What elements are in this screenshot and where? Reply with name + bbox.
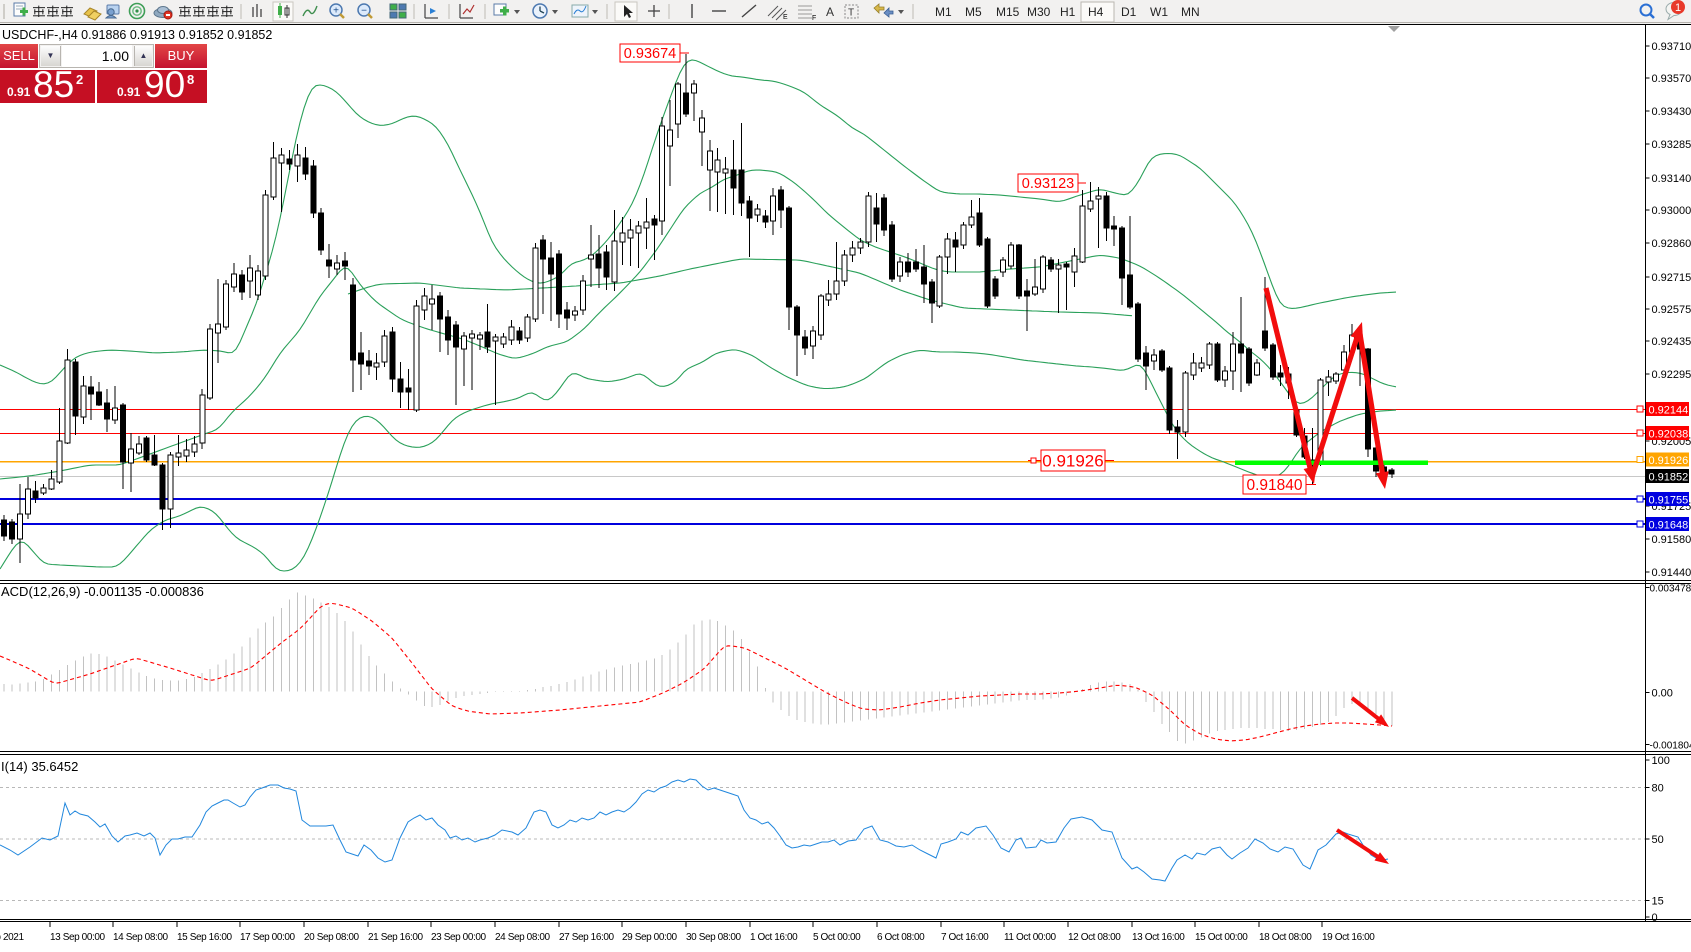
svg-text:0.00: 0.00 [1652, 688, 1673, 700]
svg-text:80: 80 [1652, 783, 1664, 795]
svg-text:M5: M5 [965, 5, 982, 19]
svg-text:50: 50 [1652, 834, 1664, 846]
svg-text:0.91926: 0.91926 [1649, 455, 1689, 467]
svg-text:I(14) 35.6452: I(14) 35.6452 [1, 759, 78, 774]
svg-text:15: 15 [1652, 896, 1664, 908]
svg-text:29 Sep 00:00: 29 Sep 00:00 [622, 932, 678, 943]
svg-text:12 Oct 08:00: 12 Oct 08:00 [1068, 932, 1121, 943]
svg-text:E: E [783, 14, 788, 21]
svg-text:M1: M1 [935, 5, 952, 19]
svg-text:H1: H1 [1060, 5, 1076, 19]
svg-text:M15: M15 [996, 5, 1020, 19]
svg-text:-0.001804: -0.001804 [1650, 741, 1691, 752]
svg-text:0.91840: 0.91840 [1246, 477, 1302, 494]
svg-text:11 Oct 00:00: 11 Oct 00:00 [1004, 932, 1057, 943]
svg-text:0.003478: 0.003478 [1650, 584, 1691, 595]
svg-text:14 Sep 08:00: 14 Sep 08:00 [113, 932, 169, 943]
svg-text:0.93570: 0.93570 [1652, 73, 1691, 85]
svg-text:15 Sep 16:00: 15 Sep 16:00 [177, 932, 233, 943]
svg-text:0.92144: 0.92144 [1649, 405, 1689, 417]
svg-text:30 Sep 08:00: 30 Sep 08:00 [686, 932, 742, 943]
svg-text:100: 100 [1652, 755, 1670, 767]
svg-text:1 Oct 16:00: 1 Oct 16:00 [750, 932, 798, 943]
svg-text:USDCHF-,H4 0.91886 0.91913 0.: USDCHF-,H4 0.91886 0.91913 0.91852 0.918… [2, 28, 272, 42]
svg-text:0.91755: 0.91755 [1649, 495, 1689, 507]
svg-text:13 Sep 00:00: 13 Sep 00:00 [50, 932, 106, 943]
svg-text:0.91648: 0.91648 [1649, 520, 1689, 532]
svg-text:T: T [848, 8, 854, 19]
svg-text:24 Sep 08:00: 24 Sep 08:00 [495, 932, 551, 943]
svg-text:0.93710: 0.93710 [1652, 41, 1691, 53]
svg-text:19 Oct 16:00: 19 Oct 16:00 [1322, 932, 1375, 943]
svg-text:0.91852: 0.91852 [1649, 472, 1689, 484]
svg-text:0.93285: 0.93285 [1652, 139, 1691, 151]
svg-text:0.92038: 0.92038 [1649, 429, 1689, 441]
svg-text:−: − [361, 6, 367, 17]
svg-text:0.93123: 0.93123 [1022, 176, 1074, 192]
svg-text:0.91440: 0.91440 [1652, 567, 1691, 579]
svg-text:F: F [812, 15, 816, 22]
svg-text:0.93000: 0.93000 [1652, 205, 1691, 217]
svg-text:13 Oct 16:00: 13 Oct 16:00 [1132, 932, 1185, 943]
svg-text:MN: MN [1181, 5, 1200, 19]
svg-text:0.92435: 0.92435 [1652, 336, 1691, 348]
svg-text:7 Oct 16:00: 7 Oct 16:00 [941, 932, 989, 943]
svg-text:21 Sep 16:00: 21 Sep 16:00 [368, 932, 424, 943]
svg-text:1: 1 [1675, 2, 1681, 14]
svg-text:Sep 2021: Sep 2021 [0, 932, 24, 943]
svg-text:+: + [333, 6, 339, 17]
svg-text:20 Sep 08:00: 20 Sep 08:00 [304, 932, 360, 943]
svg-text:0.92295: 0.92295 [1652, 369, 1691, 381]
svg-text:0.92860: 0.92860 [1652, 238, 1691, 250]
svg-text:0.93430: 0.93430 [1652, 106, 1691, 118]
svg-text:5 Oct 00:00: 5 Oct 00:00 [813, 932, 861, 943]
svg-text:6 Oct 08:00: 6 Oct 08:00 [877, 932, 925, 943]
svg-text:0.93674: 0.93674 [624, 46, 676, 62]
svg-text:W1: W1 [1150, 5, 1168, 19]
svg-text:0.93140: 0.93140 [1652, 173, 1691, 185]
svg-text:15 Oct 00:00: 15 Oct 00:00 [1195, 932, 1248, 943]
svg-text:H4: H4 [1088, 5, 1104, 19]
svg-text:17 Sep 00:00: 17 Sep 00:00 [240, 932, 296, 943]
svg-text:0: 0 [1652, 912, 1658, 924]
svg-text:D1: D1 [1121, 5, 1137, 19]
svg-text:18 Oct 08:00: 18 Oct 08:00 [1259, 932, 1312, 943]
svg-text:ACD(12,26,9) -0.001135 -0.0008: ACD(12,26,9) -0.001135 -0.000836 [1, 584, 204, 599]
svg-text:27 Sep 16:00: 27 Sep 16:00 [559, 932, 615, 943]
svg-text:0.91580: 0.91580 [1652, 534, 1691, 546]
svg-text:M30: M30 [1027, 5, 1051, 19]
svg-text:23 Sep 00:00: 23 Sep 00:00 [431, 932, 487, 943]
svg-text:0.92715: 0.92715 [1652, 272, 1691, 284]
svg-text:0.92575: 0.92575 [1652, 304, 1691, 316]
svg-text:0.91926: 0.91926 [1042, 452, 1103, 471]
svg-text:A: A [826, 5, 834, 19]
